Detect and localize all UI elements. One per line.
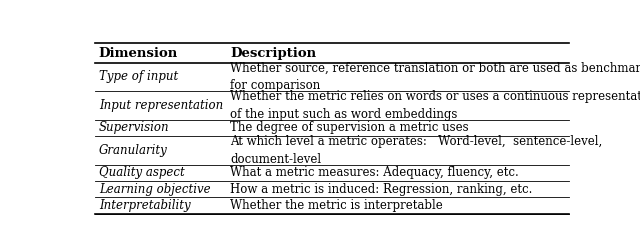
Text: Whether the metric is interpretable: Whether the metric is interpretable [230,199,443,212]
Text: Whether the metric relies on words or uses a continuous representation
of the in: Whether the metric relies on words or us… [230,90,640,121]
Text: Type of input: Type of input [99,70,178,84]
Text: Description: Description [230,46,316,60]
Text: At which level a metric operates:   Word-level,  sentence-level,
document-level: At which level a metric operates: Word-l… [230,135,602,166]
Text: What a metric measures: Adequacy, fluency, etc.: What a metric measures: Adequacy, fluenc… [230,166,519,179]
Text: Learning objective: Learning objective [99,182,211,196]
Text: The degree of supervision a metric uses: The degree of supervision a metric uses [230,122,469,134]
Text: Quality aspect: Quality aspect [99,166,184,179]
Text: Granularity: Granularity [99,144,168,157]
Text: Supervision: Supervision [99,122,170,134]
Text: Input representation: Input representation [99,99,223,112]
Text: Whether source, reference translation or both are used as benchmark
for comparis: Whether source, reference translation or… [230,62,640,92]
Text: Dimension: Dimension [99,46,178,60]
Text: How a metric is induced: Regression, ranking, etc.: How a metric is induced: Regression, ran… [230,182,532,196]
Text: Interpretability: Interpretability [99,199,191,212]
